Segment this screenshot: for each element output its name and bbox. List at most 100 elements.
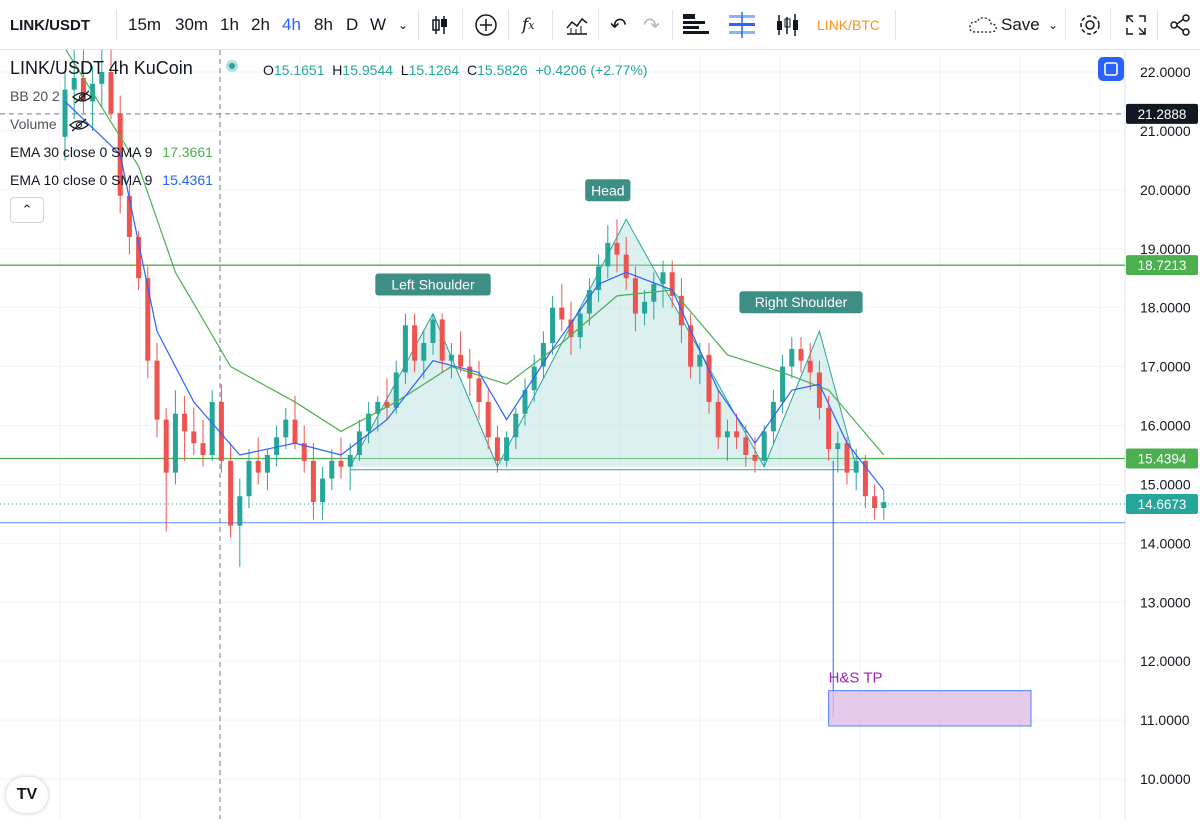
price-tag-label: 21.2888	[1138, 107, 1187, 122]
market-status-icon	[226, 60, 238, 72]
undo-icon[interactable]: ↶	[610, 14, 627, 37]
redo-icon[interactable]: ↷	[643, 14, 660, 37]
interval-15m[interactable]: 15m	[128, 15, 162, 34]
change-value: +0.4206 (+2.77%)	[535, 62, 648, 78]
indicator-ema30-label: EMA 30 close 0 SMA 9	[10, 144, 153, 160]
candle-body	[209, 401, 215, 455]
candle-body	[274, 437, 280, 455]
candle-body	[182, 413, 188, 432]
interval-w[interactable]: W	[370, 15, 387, 34]
candle-body	[283, 419, 289, 438]
candle-body	[540, 343, 546, 367]
interval-30m[interactable]: 30m	[175, 15, 209, 34]
interval-1h[interactable]: 1h	[220, 15, 239, 34]
interval-d[interactable]: D	[346, 15, 359, 34]
candle-body	[458, 354, 464, 367]
candle-body	[485, 401, 491, 438]
tradingview-logo[interactable]: TV	[6, 777, 48, 813]
candle-body	[218, 401, 224, 461]
y-tick-label: 18.0000	[1140, 300, 1191, 316]
share-icon[interactable]	[1168, 0, 1192, 50]
candle-body	[872, 496, 878, 508]
candle-body	[550, 307, 556, 344]
toolbar-divider	[1065, 10, 1066, 40]
candle-body	[172, 413, 178, 473]
templates-icon[interactable]	[565, 0, 589, 50]
candle-body	[338, 460, 344, 467]
toolbar-divider	[508, 10, 509, 40]
price-tag-box	[1126, 255, 1198, 276]
symbol-search-button[interactable]: LINK/USDT	[10, 16, 90, 34]
y-tick-label: 20.0000	[1140, 182, 1191, 198]
candle-body	[412, 325, 418, 361]
price-tag-label: 18.7213	[1138, 258, 1187, 273]
candle-body	[522, 390, 528, 414]
indicator-bb[interactable]: BB 20 2	[10, 88, 92, 104]
candle-body	[596, 266, 602, 290]
y-tick-label: 15.0000	[1140, 476, 1191, 492]
save-cloud-icon[interactable]	[968, 0, 998, 50]
toolbar-divider	[598, 10, 599, 40]
candle-body	[743, 437, 749, 455]
candle-body	[320, 478, 326, 503]
candle-body	[448, 354, 454, 361]
bars-icon[interactable]	[775, 0, 803, 50]
indicator-volume[interactable]: Volume	[10, 116, 89, 132]
sync-scroll-button[interactable]	[1098, 57, 1124, 81]
candle-body	[154, 360, 160, 420]
candle-body	[844, 443, 850, 473]
y-tick-label: 13.0000	[1140, 594, 1191, 610]
candle-body	[706, 354, 712, 402]
interval-2h[interactable]: 2h	[251, 15, 270, 34]
collapse-legend-button[interactable]: ⌃	[10, 197, 44, 223]
fullscreen-icon[interactable]	[1124, 0, 1148, 50]
candle-body	[264, 454, 270, 473]
indicator-ema10-label: EMA 10 close 0 SMA 9	[10, 172, 153, 188]
y-tick-label: 16.0000	[1140, 418, 1191, 434]
candle-body	[366, 413, 372, 432]
candle-body	[577, 313, 583, 338]
interval-8h[interactable]: 8h	[314, 15, 333, 34]
indicator-ema10[interactable]: EMA 10 close 0 SMA 9 15.4361	[10, 172, 213, 188]
candles-icon[interactable]	[430, 0, 450, 50]
chevron-down-icon[interactable]: ⌄	[398, 18, 409, 32]
object-tree-icon[interactable]	[682, 0, 712, 50]
candle-body	[642, 301, 648, 314]
pattern-label-box	[585, 179, 631, 202]
y-tick-label: 22.0000	[1140, 64, 1191, 80]
candle-body	[80, 77, 86, 102]
pattern-label-text: Left Shoulder	[391, 277, 475, 293]
chart-title: LINK/USDT 4h KuCoin	[10, 58, 193, 78]
plus-circle-icon[interactable]	[474, 0, 498, 50]
candle-body	[559, 307, 565, 320]
settings-icon[interactable]	[1077, 0, 1103, 50]
pattern-label-text: Right Shoulder	[755, 294, 848, 310]
sync-icon	[1104, 62, 1118, 76]
indicator-ema10-value: 15.4361	[162, 172, 213, 188]
candle-body	[310, 460, 316, 503]
eye-hidden-icon[interactable]	[71, 90, 92, 104]
open-value: 15.1651	[273, 62, 325, 78]
low-label: L	[400, 62, 409, 78]
close-label: C	[466, 62, 478, 78]
y-tick-label: 19.0000	[1140, 241, 1191, 257]
chart-pane[interactable]: 10.0000 11.0000 12.0000 13.0000 14.0000 15.00…	[0, 36, 1200, 819]
save-button[interactable]: Save	[1001, 15, 1040, 34]
interval-4h[interactable]: 4h	[282, 15, 301, 34]
eye-hidden-icon[interactable]	[68, 118, 89, 132]
layout-icon[interactable]	[728, 0, 758, 50]
candle-body	[568, 319, 574, 338]
candle-body	[881, 502, 887, 508]
ema30-line	[64, 48, 885, 456]
compare-symbol-link[interactable]: LINK/BTC	[817, 17, 881, 33]
candle-body	[71, 77, 77, 90]
candlestick-chart[interactable]: 10.0000 11.0000 12.0000 13.0000 14.0000 15.00…	[0, 36, 1200, 819]
save-menu-chevron-down-icon[interactable]: ⌄	[1048, 18, 1059, 32]
candle-body	[632, 278, 638, 314]
candle-body	[651, 284, 657, 302]
y-tick-label: 11.0000	[1140, 712, 1190, 728]
candle-body	[853, 460, 859, 473]
indicator-ema30[interactable]: EMA 30 close 0 SMA 9 17.3661	[10, 144, 213, 160]
